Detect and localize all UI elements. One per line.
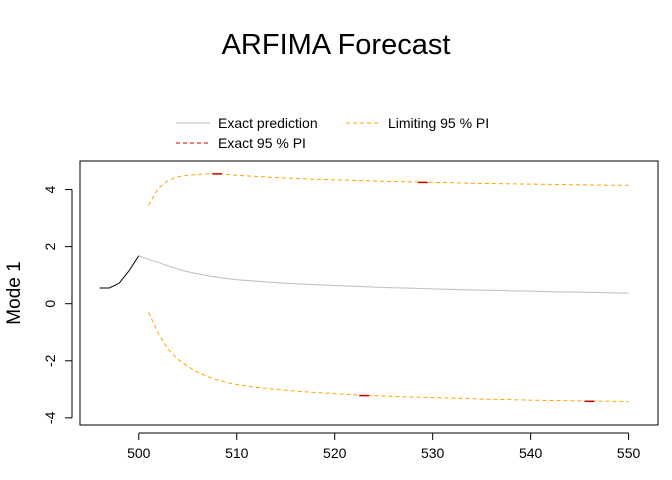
x-tick-label: 520 — [323, 445, 347, 461]
legend: Exact prediction Exact 95 % PI Limiting … — [176, 115, 489, 151]
series-line-limiting-lower — [148, 312, 629, 403]
y-axis: -4 -2 0 2 4 — [42, 185, 73, 424]
series-line-limiting-upper — [148, 173, 629, 206]
series-line-history — [99, 255, 140, 289]
x-tick-label: 500 — [127, 445, 151, 461]
legend-label-exact-pi: Exact 95 % PI — [218, 135, 306, 151]
y-tick-label: -2 — [42, 354, 58, 367]
y-axis-label: Mode 1 — [4, 261, 25, 324]
series-layer — [99, 173, 629, 403]
y-tick-label: 2 — [42, 243, 58, 251]
x-tick-label: 530 — [421, 445, 445, 461]
chart-title: ARFIMA Forecast — [222, 29, 451, 61]
plot-frame — [79, 160, 659, 426]
x-axis: 500 510 520 530 540 550 — [127, 432, 641, 461]
x-tick-label: 540 — [519, 445, 543, 461]
y-tick-label: 4 — [42, 185, 58, 193]
x-tick-label: 510 — [225, 445, 249, 461]
y-tick-label: -4 — [42, 411, 58, 424]
legend-label-exact-prediction: Exact prediction — [218, 115, 318, 131]
y-tick-label: 0 — [42, 300, 58, 308]
series-line-prediction — [138, 255, 629, 294]
legend-label-limiting-pi: Limiting 95 % PI — [388, 115, 489, 131]
x-tick-label: 550 — [617, 445, 641, 461]
